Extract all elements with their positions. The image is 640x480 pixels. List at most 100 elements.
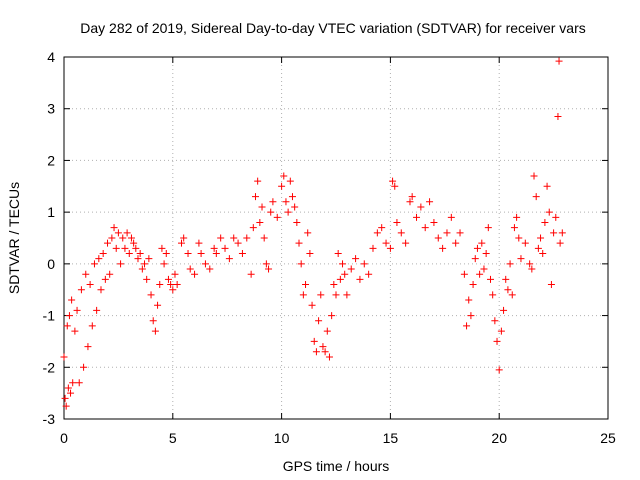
data-point [280, 172, 288, 180]
x-axis: 0 5 10 15 20 25 [60, 57, 616, 446]
data-point [334, 250, 342, 258]
data-point [68, 296, 76, 304]
y-axis-label: SDTVAR / TECUs [6, 182, 22, 294]
data-point [317, 291, 325, 299]
data-point [393, 218, 401, 226]
data-point [167, 281, 175, 289]
data-point [521, 239, 529, 247]
data-point [158, 244, 166, 252]
data-point [243, 234, 251, 242]
data-point [249, 224, 257, 232]
y-tick-label: 3 [47, 101, 55, 117]
data-point [73, 306, 81, 314]
data-point [547, 281, 555, 289]
data-point [269, 198, 277, 206]
data-point [541, 218, 549, 226]
data-point [321, 348, 329, 356]
data-point [500, 306, 508, 314]
data-point [534, 244, 542, 252]
data-point [197, 250, 205, 258]
data-point [397, 229, 405, 237]
data-point [95, 255, 103, 263]
data-point [556, 239, 564, 247]
data-point [308, 301, 316, 309]
data-point [77, 286, 85, 294]
data-point [555, 57, 563, 65]
data-point [143, 275, 151, 283]
data-point [99, 250, 107, 258]
data-point [506, 260, 514, 268]
data-series [60, 57, 566, 410]
data-point [530, 172, 538, 180]
data-point [306, 250, 314, 258]
data-point [386, 244, 394, 252]
data-point [82, 270, 90, 278]
data-point [552, 213, 560, 221]
data-point [489, 291, 497, 299]
data-point [430, 218, 438, 226]
data-point [262, 260, 270, 268]
data-point [299, 291, 307, 299]
data-point [554, 112, 562, 120]
data-point [178, 239, 186, 247]
data-point [504, 286, 512, 294]
data-point [513, 213, 521, 221]
data-point [476, 270, 484, 278]
x-tick-label: 10 [274, 430, 290, 446]
data-point [288, 193, 296, 201]
data-point [543, 182, 551, 190]
data-point [191, 270, 199, 278]
data-point [508, 291, 516, 299]
data-point [336, 275, 344, 283]
data-point [195, 239, 203, 247]
x-tick-label: 20 [491, 430, 507, 446]
data-point [332, 291, 340, 299]
data-point [127, 234, 135, 242]
data-point [434, 234, 442, 242]
data-point [151, 327, 159, 335]
y-axis: -3 -2 -1 0 1 2 3 4 [43, 49, 608, 427]
data-point [258, 203, 266, 211]
x-tick-label: 5 [169, 430, 177, 446]
data-point [171, 270, 179, 278]
y-tick-label: -3 [43, 411, 56, 427]
data-point [69, 379, 77, 387]
data-point [341, 270, 349, 278]
data-point [154, 301, 162, 309]
data-point [97, 286, 105, 294]
data-point [452, 239, 460, 247]
data-point [156, 281, 164, 289]
data-point [238, 250, 246, 258]
data-point [328, 312, 336, 320]
data-point [469, 281, 477, 289]
data-point [532, 193, 540, 201]
data-point [210, 244, 218, 252]
data-point [467, 312, 475, 320]
data-point [286, 177, 294, 185]
data-point [302, 281, 310, 289]
data-point [482, 250, 490, 258]
data-point [260, 234, 268, 242]
data-point [93, 306, 101, 314]
data-point [173, 281, 181, 289]
data-point [147, 291, 155, 299]
data-point [295, 239, 303, 247]
data-point [426, 198, 434, 206]
data-point [330, 281, 338, 289]
data-point [528, 265, 536, 273]
data-point [265, 265, 273, 273]
data-point [114, 229, 122, 237]
data-point [278, 182, 286, 190]
data-point [406, 198, 414, 206]
data-point [471, 255, 479, 263]
data-point [460, 270, 468, 278]
y-tick-label: 0 [47, 256, 55, 272]
data-point [75, 379, 83, 387]
data-point [86, 281, 94, 289]
data-point [550, 229, 558, 237]
data-point [125, 250, 133, 258]
data-point [382, 239, 390, 247]
data-point [325, 353, 333, 361]
data-point [537, 234, 545, 242]
data-point [234, 239, 242, 247]
